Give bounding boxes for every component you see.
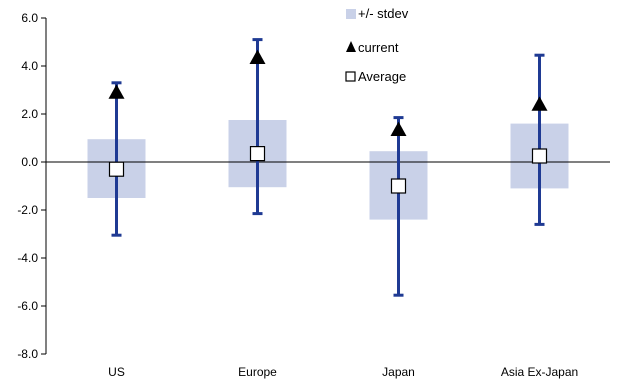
y-tick-label: -8.0: [17, 347, 38, 361]
legend-swatch-current: [346, 41, 356, 52]
current-marker: [249, 49, 266, 64]
current-marker: [108, 84, 125, 99]
y-tick-label: 4.0: [21, 59, 38, 73]
average-marker: [531, 148, 548, 164]
average-marker: [108, 161, 125, 177]
y-tick-label: 6.0: [21, 11, 38, 25]
legend-label-average: Average: [358, 69, 406, 84]
y-tick-label: 2.0: [21, 107, 38, 121]
current-marker: [531, 96, 548, 111]
category-label: Japan: [382, 365, 415, 379]
average-marker: [390, 178, 407, 194]
legend-label-current: current: [358, 40, 399, 55]
y-tick-label: -6.0: [17, 299, 38, 313]
current-marker: [390, 121, 407, 136]
category-label: Europe: [238, 365, 277, 379]
y-tick-label: 0.0: [21, 155, 38, 169]
legend-swatch-average: [345, 71, 356, 82]
category-label: US: [108, 365, 125, 379]
legend-swatch-stdev: [346, 9, 356, 19]
y-tick-label: -4.0: [17, 251, 38, 265]
category-label: Asia Ex-Japan: [501, 365, 578, 379]
average-marker: [249, 146, 266, 162]
legend-label-stdev: +/- stdev: [358, 6, 409, 21]
y-tick-label: -2.0: [17, 203, 38, 217]
